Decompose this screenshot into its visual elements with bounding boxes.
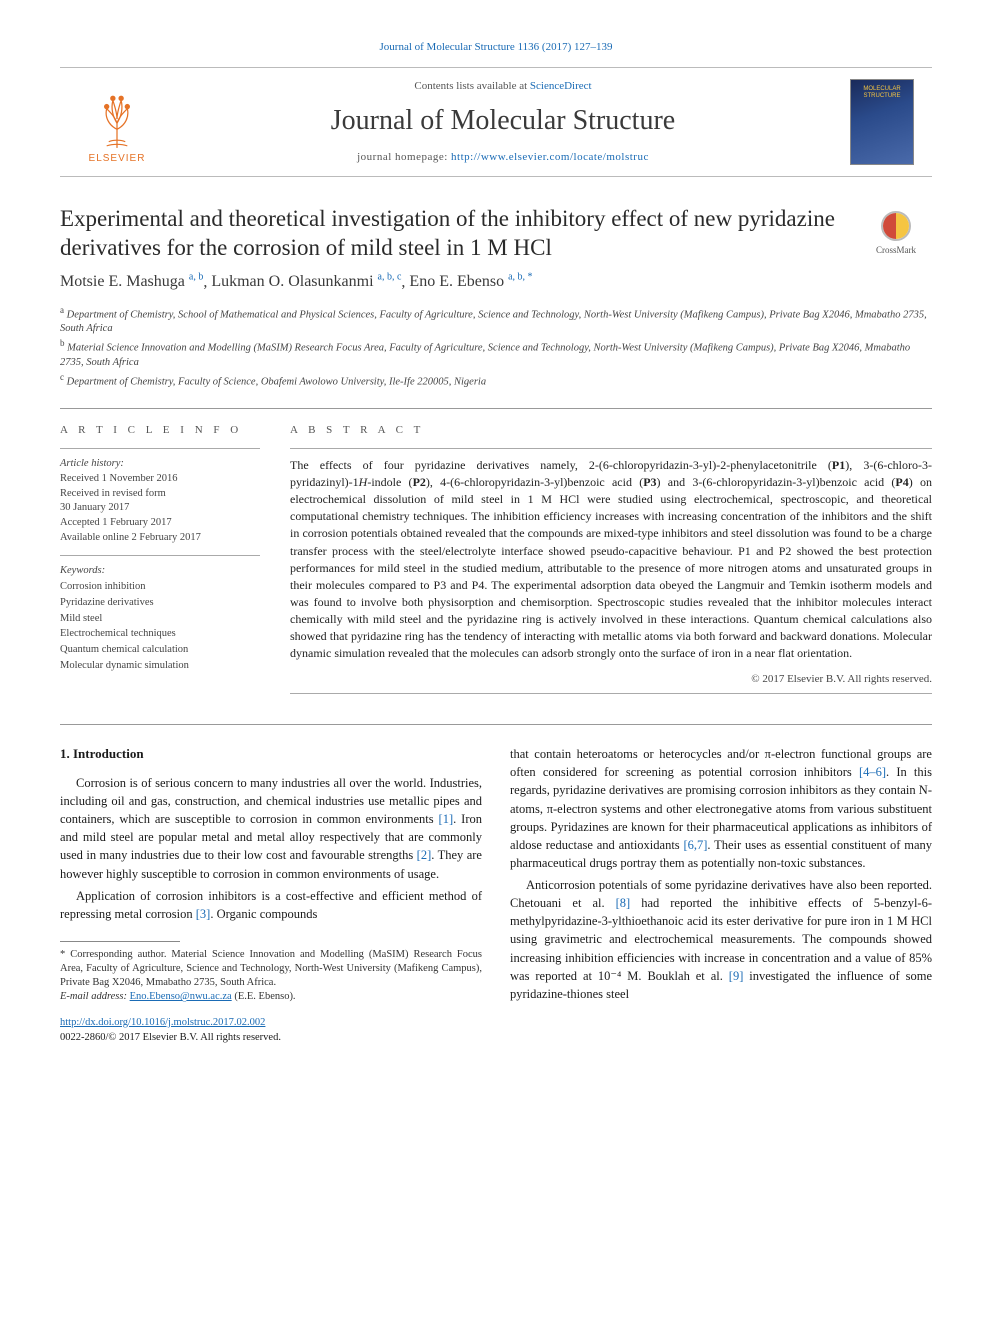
author-name: Eno E. Ebenso <box>409 273 504 290</box>
author-aff-sup: a, b <box>189 272 203 283</box>
corresponding-footnote: * Corresponding author. Material Science… <box>60 948 482 991</box>
journal-cover-thumb: MOLECULAR STRUCTURE <box>850 79 914 165</box>
left-column: 1. Introduction Corrosion is of serious … <box>60 745 482 1045</box>
right-column: that contain heteroatoms or heterocycles… <box>510 745 932 1045</box>
abstract-text: The effects of four pyridazine derivativ… <box>290 457 932 661</box>
corresponding-email-link[interactable]: Eno.Ebenso@nwu.ac.za <box>130 991 232 1002</box>
intro-heading: 1. Introduction <box>60 745 482 764</box>
aff-text: Material Science Innovation and Modellin… <box>60 343 910 368</box>
history-block: Received 1 November 2016 Received in rev… <box>60 472 260 545</box>
author-aff-sup: a, b, * <box>508 272 532 283</box>
paragraph: that contain heteroatoms or heterocycles… <box>510 745 932 872</box>
abstract-col: A B S T R A C T The effects of four pyri… <box>290 423 932 702</box>
elsevier-wordmark: ELSEVIER <box>89 152 146 166</box>
page-root: Journal of Molecular Structure 1136 (201… <box>0 0 992 1075</box>
doi-block: http://dx.doi.org/10.1016/j.molstruc.201… <box>60 1015 482 1045</box>
history-label: Article history: <box>60 457 260 472</box>
history-line: Received in revised form <box>60 487 260 502</box>
homepage-prefix: journal homepage: <box>357 151 451 163</box>
homepage-line: journal homepage: http://www.elsevier.co… <box>156 150 850 165</box>
history-line: Accepted 1 February 2017 <box>60 516 260 531</box>
divider <box>290 693 932 694</box>
aff-text: Department of Chemistry, Faculty of Scie… <box>67 377 486 388</box>
article-info-col: A R T I C L E I N F O Article history: R… <box>60 423 260 702</box>
keyword: Pyridazine derivatives <box>60 595 260 611</box>
article-title: Experimental and theoretical investigati… <box>60 205 842 263</box>
top-citation: Journal of Molecular Structure 1136 (201… <box>60 40 932 55</box>
homepage-link[interactable]: http://www.elsevier.com/locate/molstruc <box>451 151 649 163</box>
keywords-label: Keywords: <box>60 564 260 579</box>
crossmark-label: CrossMark <box>876 244 916 257</box>
contents-line: Contents lists available at ScienceDirec… <box>156 79 850 94</box>
authors-line: Motsie E. Mashuga a, b, Lukman O. Olasun… <box>60 271 932 294</box>
main-two-column: 1. Introduction Corrosion is of serious … <box>60 724 932 1045</box>
keyword: Molecular dynamic simulation <box>60 658 260 674</box>
affiliation: c Department of Chemistry, Faculty of Sc… <box>60 371 932 390</box>
keywords-list: Corrosion inhibition Pyridazine derivati… <box>60 579 260 674</box>
elsevier-tree-icon <box>86 88 148 150</box>
aff-sup: c <box>60 372 64 382</box>
aff-sup: b <box>60 338 65 348</box>
keyword: Quantum chemical calculation <box>60 642 260 658</box>
history-line: Available online 2 February 2017 <box>60 531 260 546</box>
doi-link[interactable]: http://dx.doi.org/10.1016/j.molstruc.201… <box>60 1017 265 1028</box>
keyword: Electrochemical techniques <box>60 626 260 642</box>
header-center: Contents lists available at ScienceDirec… <box>156 79 850 165</box>
email-suffix: (E.E. Ebenso). <box>232 991 296 1002</box>
journal-header: ELSEVIER Contents lists available at Sci… <box>60 67 932 177</box>
cover-text: MOLECULAR STRUCTURE <box>855 86 909 99</box>
author: Motsie E. Mashuga a, b <box>60 273 203 290</box>
author: Lukman O. Olasunkanmi a, b, c <box>211 273 401 290</box>
abstract-copyright: © 2017 Elsevier B.V. All rights reserved… <box>290 672 932 687</box>
journal-name: Journal of Molecular Structure <box>156 101 850 140</box>
email-label: E-mail address: <box>60 991 130 1002</box>
info-abstract-row: A R T I C L E I N F O Article history: R… <box>60 408 932 702</box>
aff-text: Department of Chemistry, School of Mathe… <box>60 309 927 334</box>
paragraph: Corrosion is of serious concern to many … <box>60 774 482 883</box>
history-line: Received 1 November 2016 <box>60 472 260 487</box>
issn-line: 0022-2860/© 2017 Elsevier B.V. All right… <box>60 1030 482 1045</box>
paragraph: Application of corrosion inhibitors is a… <box>60 887 482 923</box>
abstract-heading: A B S T R A C T <box>290 423 932 438</box>
keyword: Mild steel <box>60 611 260 627</box>
contents-prefix: Contents lists available at <box>414 80 529 92</box>
author-aff-sup: a, b, c <box>378 272 402 283</box>
divider <box>60 448 260 449</box>
footnote-separator <box>60 941 180 942</box>
keyword: Corrosion inhibition <box>60 579 260 595</box>
divider <box>60 555 260 556</box>
history-line: 30 January 2017 <box>60 501 260 516</box>
author-name: Motsie E. Mashuga <box>60 273 185 290</box>
crossmark-icon <box>881 211 911 241</box>
affiliation: b Material Science Innovation and Modell… <box>60 337 932 370</box>
author: Eno E. Ebenso a, b, * <box>409 273 532 290</box>
title-block: Experimental and theoretical investigati… <box>60 205 932 263</box>
article-info-heading: A R T I C L E I N F O <box>60 423 260 438</box>
paragraph: Anticorrosion potentials of some pyridaz… <box>510 876 932 1003</box>
divider <box>290 448 932 449</box>
elsevier-logo: ELSEVIER <box>78 78 156 166</box>
email-footnote: E-mail address: Eno.Ebenso@nwu.ac.za (E.… <box>60 990 482 1004</box>
aff-sup: a <box>60 305 64 315</box>
crossmark-badge[interactable]: CrossMark <box>860 211 932 257</box>
footnote-text: * Corresponding author. Material Science… <box>60 949 482 988</box>
affiliations: a Department of Chemistry, School of Mat… <box>60 304 932 390</box>
author-name: Lukman O. Olasunkanmi <box>211 273 373 290</box>
affiliation: a Department of Chemistry, School of Mat… <box>60 304 932 337</box>
sciencedirect-link[interactable]: ScienceDirect <box>530 80 592 92</box>
